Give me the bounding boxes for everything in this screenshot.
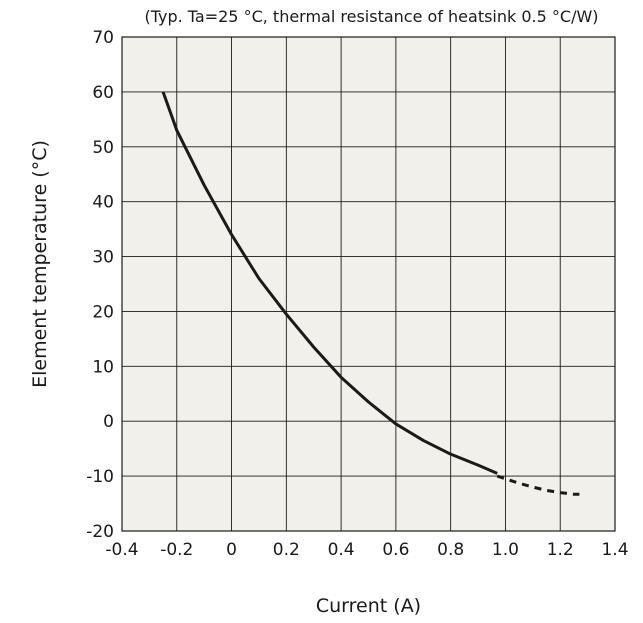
x-tick-label: 0.4: [328, 540, 355, 560]
x-tick-label: 1.4: [601, 540, 628, 560]
x-tick-label: 0.2: [273, 540, 300, 560]
x-tick-label: -0.4: [105, 540, 138, 560]
y-tick-label: 10: [92, 357, 114, 377]
y-tick-label: 60: [92, 83, 114, 103]
series-lines: [161, 91, 580, 496]
x-tick-label: 0.6: [382, 540, 409, 560]
y-tick-label: 0: [103, 412, 114, 432]
x-axis-title: Current (A): [316, 595, 421, 617]
y-axis-title: Element temperature (°C): [29, 140, 51, 388]
y-tick-label: 70: [92, 28, 114, 48]
series-line-dashed: [496, 474, 580, 496]
plot-background: [122, 37, 615, 531]
x-tick-label: 1.2: [547, 540, 574, 560]
y-tick-label: -10: [86, 467, 114, 487]
x-tick-label: -0.2: [160, 540, 193, 560]
tick-labels: -0.4 -0.2 0 0.2 0.4 0.6 0.8 1.0 1.2 1.4 -20 -10 0 10 2…: [86, 28, 628, 560]
y-tick-label: 30: [92, 248, 114, 268]
series-line-solid: [161, 91, 498, 475]
y-tick-label: 50: [92, 138, 114, 158]
chart-subtitle: (Typ. Ta=25 °C, thermal resistance of he…: [144, 7, 598, 26]
x-tick-label: 0: [226, 540, 237, 560]
y-tick-label: 20: [92, 302, 114, 322]
y-tick-label: 40: [92, 193, 114, 213]
x-tick-label: 1.0: [492, 540, 519, 560]
x-tick-label: 0.8: [437, 540, 464, 560]
plot-frame: [121, 36, 616, 532]
y-tick-label: -20: [86, 522, 114, 542]
